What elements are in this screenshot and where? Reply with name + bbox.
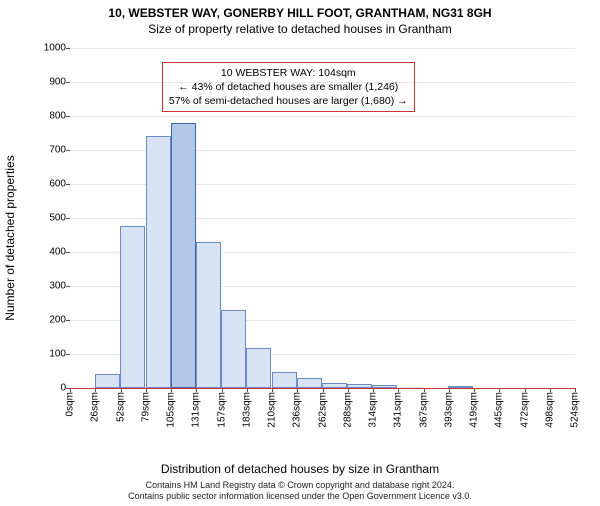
y-tick-label: 800	[40, 111, 66, 122]
x-tick-label: 262sqm	[317, 392, 328, 428]
y-tick-label: 500	[40, 213, 66, 224]
y-tick-label: 600	[40, 179, 66, 190]
y-tick-mark	[66, 116, 70, 117]
x-tick-label: 131sqm	[191, 392, 202, 428]
y-tick-label: 0	[40, 383, 66, 394]
chart-container: Number of detached properties 0100200300…	[40, 48, 580, 428]
x-tick-label: 210sqm	[267, 392, 278, 428]
credits: Contains HM Land Registry data © Crown c…	[0, 480, 600, 503]
y-axis-label: Number of detached properties	[3, 155, 17, 320]
x-tick-label: 524sqm	[570, 392, 581, 428]
x-tick-label: 393sqm	[443, 392, 454, 428]
y-tick-mark	[66, 320, 70, 321]
annotation-line: 10 WEBSTER WAY: 104sqm	[169, 66, 408, 80]
y-tick-label: 700	[40, 145, 66, 156]
x-tick-label: 105sqm	[166, 392, 177, 428]
gridline	[70, 48, 575, 49]
y-tick-label: 900	[40, 77, 66, 88]
histogram-bar	[120, 226, 145, 388]
x-tick-label: 341sqm	[393, 392, 404, 428]
y-tick-label: 1000	[40, 43, 66, 54]
chart-title-main: 10, WEBSTER WAY, GONERBY HILL FOOT, GRAN…	[0, 6, 600, 20]
y-tick-mark	[66, 252, 70, 253]
y-tick-mark	[66, 82, 70, 83]
x-tick-label: 367sqm	[418, 392, 429, 428]
histogram-bar	[246, 348, 271, 388]
histogram-bar	[297, 378, 322, 388]
credits-line-2: Contains public sector information licen…	[0, 491, 600, 502]
histogram-bar	[221, 310, 246, 388]
y-tick-label: 400	[40, 247, 66, 258]
y-tick-mark	[66, 184, 70, 185]
x-tick-label: 498sqm	[544, 392, 555, 428]
x-tick-label: 26sqm	[90, 392, 101, 422]
x-tick-label: 445sqm	[494, 392, 505, 428]
y-tick-mark	[66, 218, 70, 219]
y-tick-label: 200	[40, 315, 66, 326]
x-tick-label: 288sqm	[342, 392, 353, 428]
y-tick-mark	[66, 150, 70, 151]
x-tick-label: 183sqm	[241, 392, 252, 428]
histogram-bar	[146, 136, 171, 388]
gridline	[70, 116, 575, 117]
y-tick-mark	[66, 286, 70, 287]
x-tick-label: 314sqm	[368, 392, 379, 428]
y-tick-label: 300	[40, 281, 66, 292]
x-tick-label: 236sqm	[292, 392, 303, 428]
plot-area: 010020030040050060070080090010000sqm26sq…	[70, 48, 575, 389]
annotation-line: 57% of semi-detached houses are larger (…	[169, 94, 408, 108]
chart-title-sub: Size of property relative to detached ho…	[0, 22, 600, 36]
x-tick-label: 52sqm	[115, 392, 126, 422]
histogram-bar	[171, 123, 196, 388]
x-tick-label: 472sqm	[519, 392, 530, 428]
y-tick-mark	[66, 48, 70, 49]
x-tick-label: 79sqm	[140, 392, 151, 422]
histogram-bar	[95, 374, 120, 388]
x-tick-label: 157sqm	[216, 392, 227, 428]
x-tick-label: 419sqm	[469, 392, 480, 428]
x-axis-label: Distribution of detached houses by size …	[0, 462, 600, 476]
annotation-line: ← 43% of detached houses are smaller (1,…	[169, 80, 408, 94]
credits-line-1: Contains HM Land Registry data © Crown c…	[0, 480, 600, 491]
y-tick-label: 100	[40, 349, 66, 360]
histogram-bar	[272, 372, 297, 388]
y-tick-mark	[66, 354, 70, 355]
x-tick-label: 0sqm	[65, 392, 76, 416]
annotation-box: 10 WEBSTER WAY: 104sqm← 43% of detached …	[162, 62, 415, 113]
histogram-bar	[196, 242, 221, 388]
target-line	[70, 388, 575, 389]
